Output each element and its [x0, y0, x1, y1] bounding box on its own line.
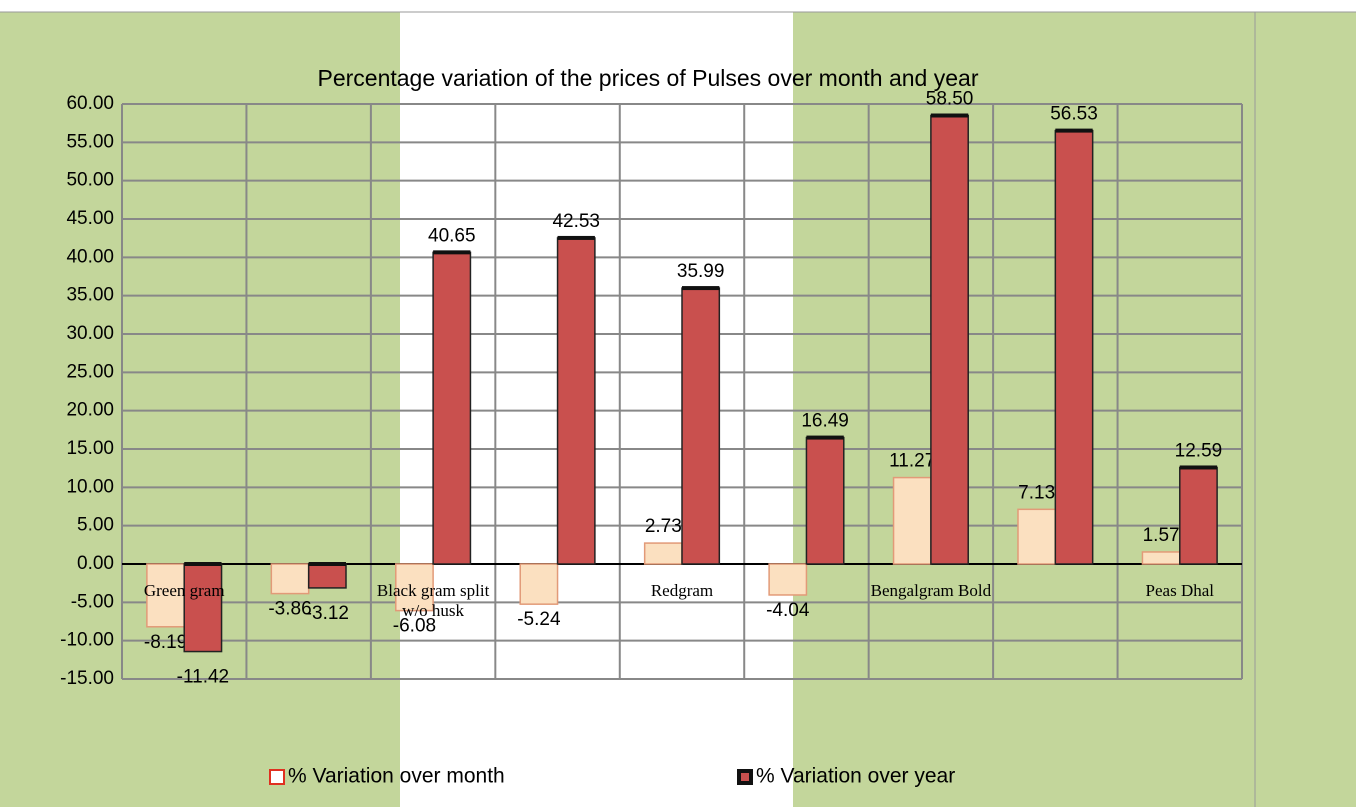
data-label: 16.49: [801, 411, 849, 432]
data-label: 12.59: [1175, 440, 1223, 461]
y-tick-label: 30.00: [66, 323, 114, 344]
y-tick-label: 0.00: [77, 553, 114, 574]
bar: [307, 563, 347, 589]
bar: [930, 114, 969, 565]
y-tick-label: 60.00: [66, 93, 114, 114]
bar: [892, 476, 932, 565]
x-tick-label: Green gram: [143, 581, 225, 600]
y-tick-label: 45.00: [66, 208, 114, 229]
y-tick-label: 15.00: [66, 438, 114, 459]
data-label: 58.50: [926, 89, 974, 110]
data-label: 11.27: [889, 451, 935, 472]
legend-label: % Variation over month: [288, 765, 505, 788]
legend-swatch: [269, 769, 285, 785]
y-tick-label: 25.00: [66, 361, 114, 382]
data-label: 1.57: [1143, 525, 1180, 546]
legend-swatch-inner: [741, 773, 749, 781]
data-label: 56.53: [1050, 104, 1098, 125]
bar: [395, 563, 434, 612]
bar: [146, 563, 185, 628]
bar-cap: [433, 250, 471, 255]
y-tick-label: 35.00: [66, 285, 114, 306]
bar: [768, 563, 808, 596]
bar: [183, 563, 223, 653]
background-panel: [0, 12, 400, 807]
y-tick-label: 10.00: [66, 476, 114, 497]
data-label: -3.86: [268, 599, 311, 620]
data-label: -11.42: [177, 667, 229, 688]
data-label: -6.08: [393, 616, 436, 637]
x-tick-label: Bengalgram Bold: [870, 581, 992, 600]
bar: [1054, 129, 1094, 565]
chart-title: Percentage variation of the prices of Pu…: [318, 65, 979, 91]
bar-cap: [308, 562, 346, 566]
bar: [270, 563, 310, 595]
x-tick-label: Black gram split w/o husk: [376, 581, 490, 620]
y-tick-label: 20.00: [66, 400, 114, 421]
bar: [519, 563, 559, 605]
data-label: 42.53: [552, 211, 600, 232]
bar-cap: [930, 113, 969, 118]
y-tick-label: -5.00: [71, 591, 114, 612]
bar-cap: [1055, 128, 1093, 133]
bar-cap: [184, 562, 222, 566]
data-label: -4.04: [766, 600, 810, 621]
x-tick-label: Redgram: [650, 581, 714, 600]
bar: [1017, 508, 1057, 565]
bar: [643, 542, 683, 565]
data-label: -3.12: [306, 603, 349, 624]
bar-cap: [806, 435, 844, 440]
y-tick-label: 5.00: [77, 515, 114, 536]
y-tick-label: 50.00: [66, 170, 114, 191]
bar: [556, 237, 596, 565]
bar: [1141, 551, 1181, 565]
data-label: 35.99: [677, 261, 725, 282]
y-tick-label: -15.00: [60, 668, 114, 689]
data-label: 2.73: [645, 516, 682, 537]
legend-label: % Variation over year: [756, 765, 955, 788]
x-tick-label: Peas Dhal: [1145, 581, 1214, 600]
bar: [432, 251, 472, 565]
y-tick-label: -10.00: [60, 630, 114, 651]
bar: [681, 287, 721, 565]
data-label: 7.13: [1018, 482, 1055, 503]
data-label: 40.65: [428, 225, 476, 246]
data-label: -5.24: [517, 609, 561, 630]
data-label: -8.19: [144, 632, 187, 653]
y-tick-label: 40.00: [66, 246, 114, 267]
bar-cap: [682, 286, 720, 291]
bar-cap: [557, 235, 595, 240]
y-tick-label: 55.00: [66, 131, 114, 152]
bar-cap: [1179, 465, 1218, 470]
bar: [805, 436, 845, 565]
bar: [1179, 466, 1218, 565]
